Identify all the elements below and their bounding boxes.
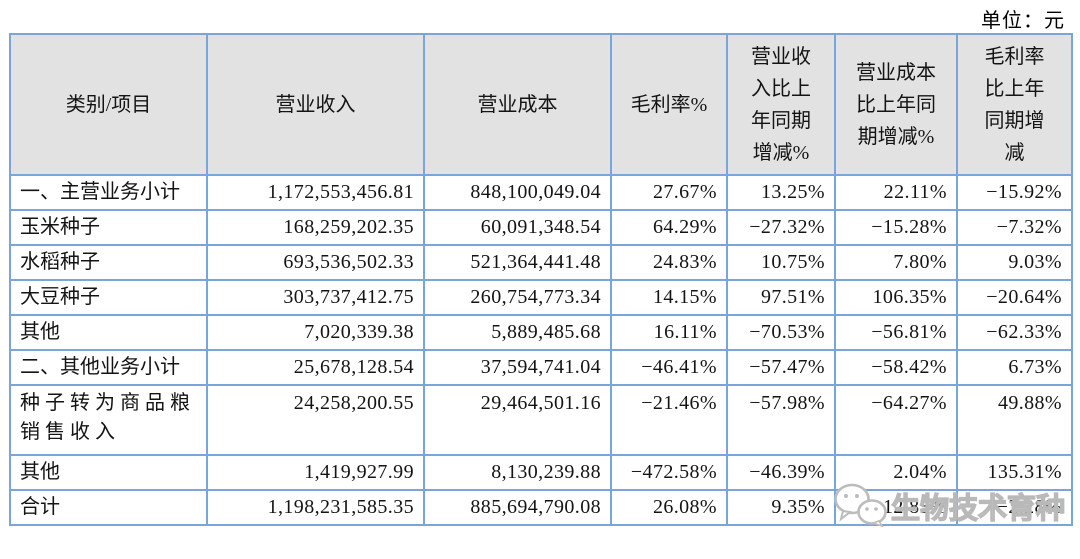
cell-category: 大豆种子 [9,279,208,316]
cell-category: 其他 [9,314,208,351]
cell-cost-change: 12.83% [834,489,958,526]
cell-revenue-change: −46.39% [726,454,836,491]
cell-revenue: 1,419,927.99 [206,454,425,491]
cell-cost-change: 22.11% [834,174,958,211]
cell-revenue: 168,259,202.35 [206,209,425,246]
column-header-category: 类别/项目 [9,33,208,176]
cell-category: 其他 [9,454,208,491]
cell-cost: 5,889,485.68 [423,314,612,351]
column-header-margin-yoy-change: 毛利率 比上年 同期增 减 [956,33,1073,176]
cell-margin-change: 49.88% [956,384,1073,456]
table-row-soybean-seed: 大豆种子 303,737,412.75 260,754,773.34 14.15… [9,279,1073,316]
column-header-revenue: 营业收入 [206,33,425,176]
table-row-other-secondary: 其他 1,419,927.99 8,130,239.88 −472.58% −4… [9,454,1073,491]
revenue-cost-margin-table: 类别/项目 营业收入 营业成本 毛利率% 营业收 入比上 年同期 增减% 营业成… [9,33,1073,526]
cell-margin: −21.46% [610,384,728,456]
cell-margin: 26.08% [610,489,728,526]
table-row-seed-to-grain-sales: 种子转为商品粮 销售收入 24,258,200.55 29,464,501.16… [9,384,1073,456]
cell-revenue: 1,172,553,456.81 [206,174,425,211]
cell-revenue: 1,198,231,585.35 [206,489,425,526]
cell-margin: 27.67% [610,174,728,211]
cell-margin: −472.58% [610,454,728,491]
cell-category: 玉米种子 [9,209,208,246]
cell-cost-change: −58.42% [834,349,958,386]
column-header-gross-margin: 毛利率% [610,33,728,176]
column-header-revenue-yoy-change: 营业收 入比上 年同期 增减% [726,33,836,176]
cell-margin-change: −15.92% [956,174,1073,211]
cell-cost-change: 2.04% [834,454,958,491]
unit-label: 单位：元 [981,10,1065,32]
cell-margin: 14.15% [610,279,728,316]
table-row-other-main: 其他 7,020,339.38 5,889,485.68 16.11% −70.… [9,314,1073,351]
cell-margin-change: −2.28% [956,489,1073,526]
cell-cost-change: −15.28% [834,209,958,246]
cell-margin: 16.11% [610,314,728,351]
table-row-other-business-subtotal: 二、其他业务小计 25,678,128.54 37,594,741.04 −46… [9,349,1073,386]
cell-cost: 848,100,049.04 [423,174,612,211]
cell-margin: −46.41% [610,349,728,386]
cell-cost: 521,364,441.48 [423,244,612,281]
cell-margin-change: −20.64% [956,279,1073,316]
cell-revenue-change: 13.25% [726,174,836,211]
cell-revenue-change: 9.35% [726,489,836,526]
cell-category: 合计 [9,489,208,526]
cell-cost: 60,091,348.54 [423,209,612,246]
cell-revenue-change: −57.98% [726,384,836,456]
cell-revenue: 7,020,339.38 [206,314,425,351]
cell-cost-change: 7.80% [834,244,958,281]
cell-revenue-change: 10.75% [726,244,836,281]
cell-margin-change: −7.32% [956,209,1073,246]
column-header-cost-yoy-change: 营业成本 比上年同 期增减% [834,33,958,176]
cell-cost: 37,594,741.04 [423,349,612,386]
cell-revenue-change: −70.53% [726,314,836,351]
cell-revenue-change: 97.51% [726,279,836,316]
cell-category: 种子转为商品粮 销售收入 [9,384,208,456]
cell-category: 水稻种子 [9,244,208,281]
cell-cost-change: −56.81% [834,314,958,351]
cell-revenue: 25,678,128.54 [206,349,425,386]
column-header-cost: 营业成本 [423,33,612,176]
table-row-main-business-subtotal: 一、主营业务小计 1,172,553,456.81 848,100,049.04… [9,174,1073,211]
cell-revenue: 303,737,412.75 [206,279,425,316]
cell-margin: 64.29% [610,209,728,246]
cell-cost-change: 106.35% [834,279,958,316]
table-row-corn-seed: 玉米种子 168,259,202.35 60,091,348.54 64.29%… [9,209,1073,246]
cell-cost: 29,464,501.16 [423,384,612,456]
cell-cost: 260,754,773.34 [423,279,612,316]
cell-cost: 8,130,239.88 [423,454,612,491]
cell-revenue-change: −57.47% [726,349,836,386]
cell-margin-change: −62.33% [956,314,1073,351]
cell-revenue: 693,536,502.33 [206,244,425,281]
cell-category: 二、其他业务小计 [9,349,208,386]
cell-revenue: 24,258,200.55 [206,384,425,456]
cell-cost: 885,694,790.08 [423,489,612,526]
cell-category: 一、主营业务小计 [9,174,208,211]
cell-cost-change: −64.27% [834,384,958,456]
cell-margin: 24.83% [610,244,728,281]
table-row-total: 合计 1,198,231,585.35 885,694,790.08 26.08… [9,489,1073,526]
header-row: 类别/项目 营业收入 营业成本 毛利率% 营业收 入比上 年同期 增减% 营业成… [9,33,1073,176]
cell-margin-change: 6.73% [956,349,1073,386]
cell-margin-change: 9.03% [956,244,1073,281]
table-row-rice-seed: 水稻种子 693,536,502.33 521,364,441.48 24.83… [9,244,1073,281]
cell-margin-change: 135.31% [956,454,1073,491]
cell-revenue-change: −27.32% [726,209,836,246]
